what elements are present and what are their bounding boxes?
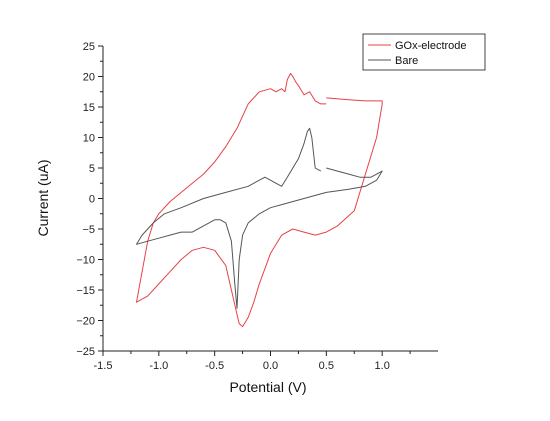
y-tick-label: −15 [76,285,95,297]
y-tick-label: 0 [89,194,95,206]
legend-label: GOx-electrode [395,40,467,52]
y-tick-label: 5 [89,163,95,175]
data-series [136,72,383,328]
legend: GOx-electrode Bare [362,33,486,71]
y-tick-label: −20 [76,316,95,328]
legend-box [362,33,486,71]
y-tick-label: −5 [82,224,95,236]
x-tick-label: -1.5 [94,360,113,372]
x-tick-label: -1.0 [149,360,168,372]
x-tick-label: -0.5 [205,360,224,372]
y-tick-label: 25 [83,41,95,53]
y-tick-label: −10 [76,255,95,267]
y-tick-label: 10 [83,133,95,145]
legend-label: Bare [395,55,418,67]
axes: −25 −20 −15 −10 −5 0 5 10 15 20 25 -1.5 -1.0 -0.5 0.0 0… [76,41,438,372]
y-axis-title: Current (uA) [35,159,51,236]
y-tick-label: 20 [83,72,95,84]
y-tick-label: −25 [76,346,95,358]
y-tick-label: 15 [83,102,95,114]
series-line-gox-electrode [136,72,383,328]
x-axis-title: Potential (V) [229,379,306,395]
x-tick-label: 0.5 [319,360,334,372]
series-line-bare [136,127,383,309]
x-tick-label: 0.0 [263,360,278,372]
x-tick-label: 1.0 [375,360,390,372]
